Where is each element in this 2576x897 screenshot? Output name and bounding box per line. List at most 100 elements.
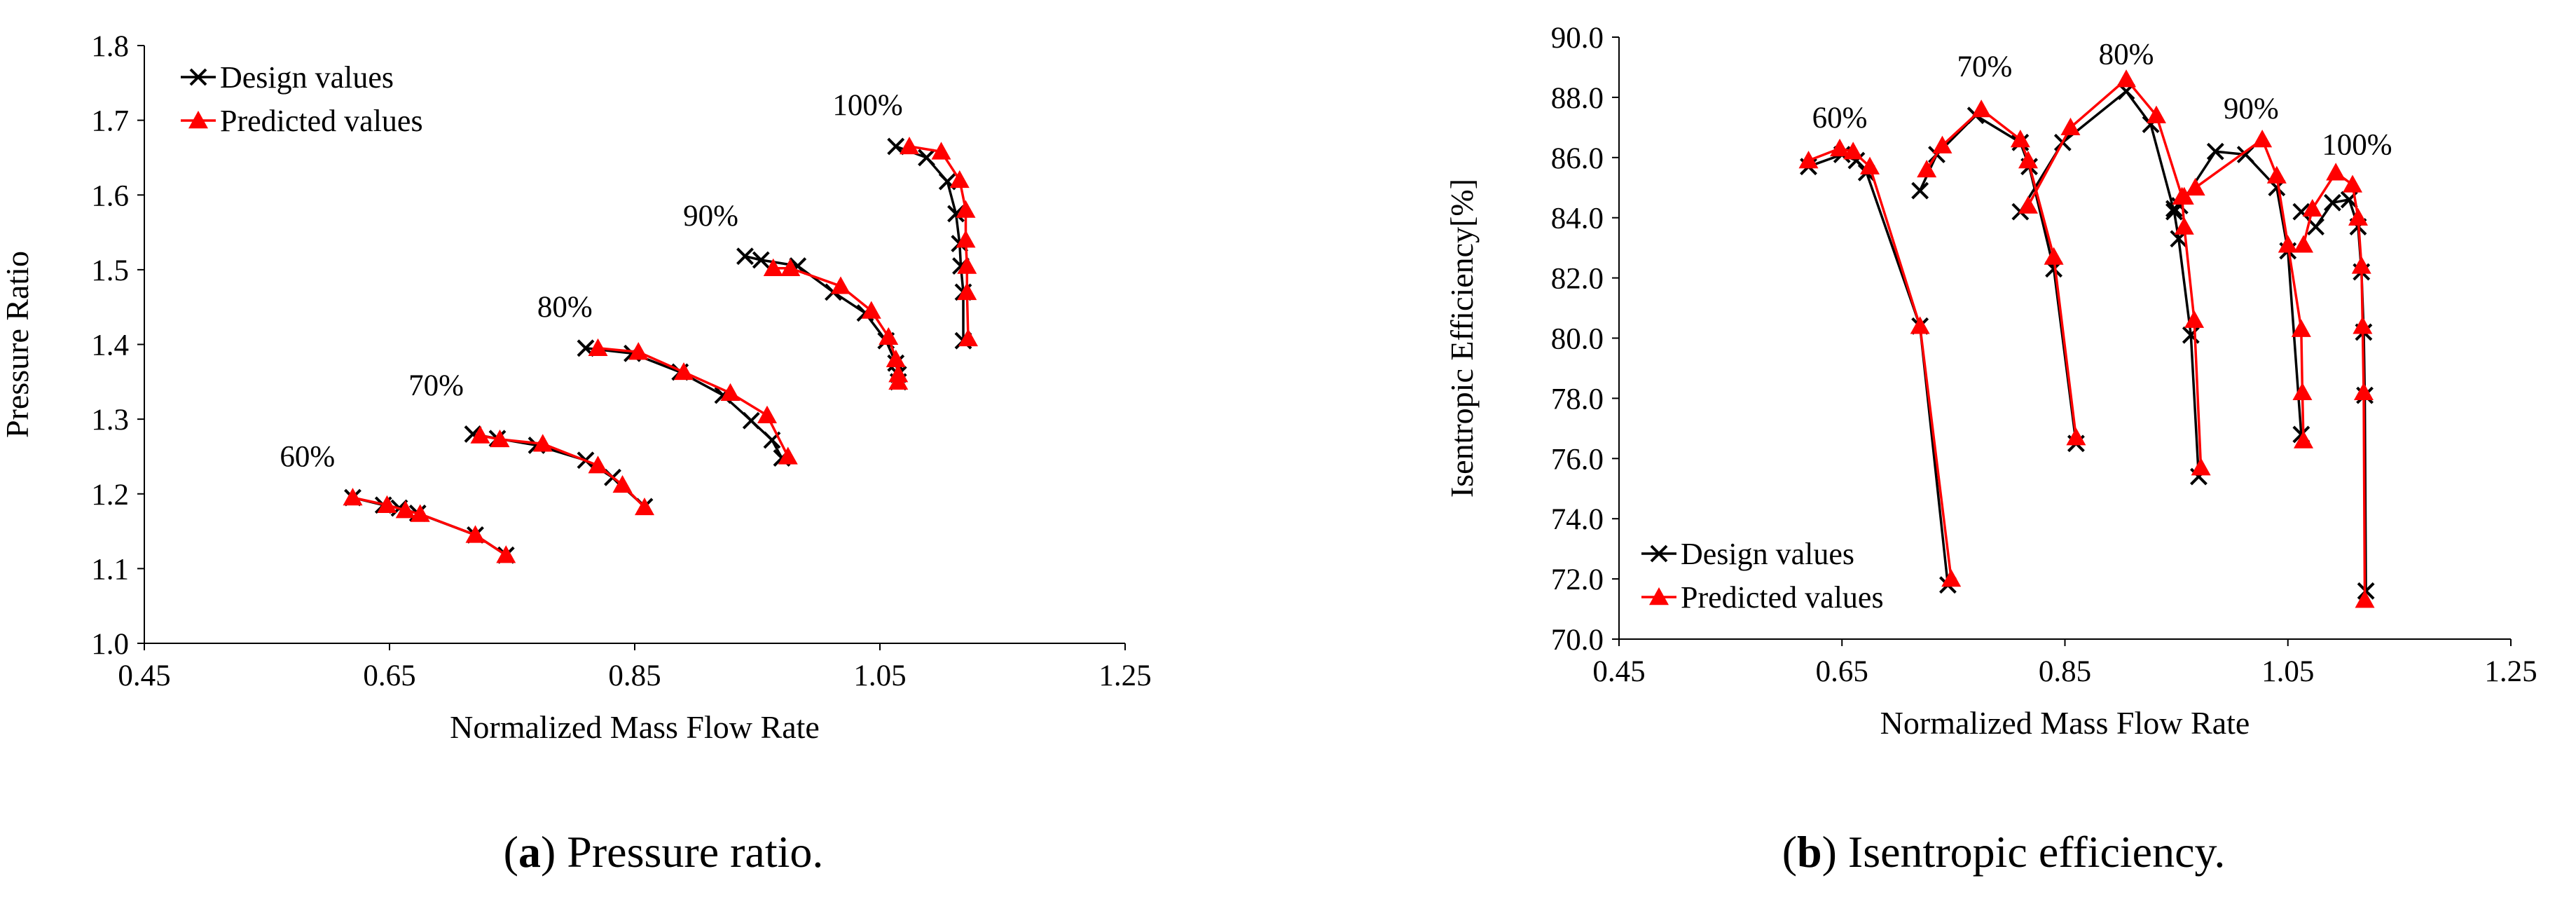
predicted-marker — [956, 200, 976, 218]
predicted-marker — [957, 282, 977, 301]
speed-label: 80% — [537, 291, 593, 324]
predicted-marker — [861, 301, 881, 319]
x-tick-label: 0.65 — [363, 659, 415, 692]
design-marker — [918, 149, 935, 167]
series-line — [2027, 78, 2203, 468]
y-tick-label: 70.0 — [1551, 624, 1604, 657]
legend-predicted-label: Predicted values — [1681, 580, 1884, 615]
x-tick-label: 0.85 — [608, 659, 661, 692]
y-tick-label: 76.0 — [1551, 443, 1604, 476]
predicted-marker — [2066, 427, 2086, 446]
design-marker — [2292, 203, 2310, 221]
predicted-marker — [2278, 235, 2298, 253]
caption-b: (b) Isentropic efficiency. — [1782, 827, 2226, 877]
predicted-marker — [2191, 458, 2211, 476]
predicted-marker — [1860, 156, 1880, 174]
speed-label: 80% — [2099, 39, 2154, 71]
predicted-marker — [343, 488, 363, 506]
legend-design-label: Design values — [220, 60, 394, 95]
design-marker — [752, 251, 770, 269]
pressure-ratio-chart: 0.45 0.65 0.85 1.05 1.25 1.0 1.1 1.2 1.3 1.4 1.5 1.… — [0, 30, 1152, 745]
y-tick-label: 86.0 — [1551, 142, 1604, 175]
x-tick-label: 1.25 — [2484, 655, 2537, 688]
predicted-marker — [2294, 235, 2314, 253]
predicted-marker — [2060, 117, 2081, 136]
y-tick-label: 74.0 — [1551, 503, 1604, 536]
predicted-series — [343, 136, 978, 563]
y-tick-label: 82.0 — [1551, 263, 1604, 296]
y-tick-label: 1.6 — [91, 179, 129, 212]
predicted-marker — [2291, 319, 2311, 337]
design-marker — [189, 68, 207, 86]
y-tick-label: 1.1 — [91, 553, 129, 586]
predicted-marker — [2302, 198, 2322, 217]
series-line — [2302, 171, 2367, 601]
predicted-marker — [628, 342, 649, 360]
predicted-marker — [2355, 590, 2375, 608]
y-tick-label: 88.0 — [1551, 82, 1604, 115]
y-tick-label: 90.0 — [1551, 22, 1604, 55]
predicted-marker — [757, 405, 777, 423]
series-line — [1807, 153, 1950, 585]
x-tick-label: 0.85 — [2039, 655, 2091, 688]
predicted-marker — [780, 258, 801, 276]
predicted-marker — [2266, 165, 2287, 184]
predicted-marker — [831, 276, 850, 294]
speed-label: 90% — [2224, 93, 2279, 125]
legend-design-label: Design values — [1681, 537, 1854, 571]
predicted-marker — [2146, 105, 2166, 123]
predicted-marker — [410, 504, 430, 522]
predicted-marker — [2174, 186, 2194, 205]
predicted-marker — [888, 371, 909, 390]
predicted-marker — [2010, 130, 2030, 148]
design-marker — [2206, 142, 2224, 160]
design-marker — [742, 411, 760, 430]
predicted-marker — [1917, 159, 1937, 178]
y-axis-title: Isentropic Efficiency[%] — [1444, 179, 1480, 498]
series-line — [352, 496, 507, 556]
series-line — [2183, 138, 2305, 441]
predicted-marker — [1910, 316, 1930, 334]
design-marker — [1911, 182, 1929, 200]
speed-label: 90% — [683, 200, 738, 233]
series-line — [1919, 114, 2078, 444]
predicted-marker — [763, 258, 783, 276]
predicted-marker — [1649, 587, 1669, 605]
predicted-series — [1798, 69, 2375, 608]
predicted-marker — [2343, 174, 2363, 193]
predicted-marker — [2294, 430, 2314, 448]
design-marker — [887, 137, 905, 156]
design-marker — [2307, 218, 2324, 235]
y-tick-label: 1.8 — [91, 30, 129, 63]
y-tick-label: 1.3 — [91, 404, 129, 437]
speed-label: 70% — [408, 369, 464, 402]
predicted-marker — [188, 111, 208, 129]
legend-predicted-label: Predicted values — [220, 104, 423, 138]
predicted-marker — [2252, 130, 2273, 148]
speed-label: 70% — [1957, 50, 2013, 83]
y-tick-label: 78.0 — [1551, 383, 1604, 416]
predicted-marker — [958, 328, 978, 347]
predicted-marker — [612, 474, 633, 493]
predicted-marker — [1830, 138, 1850, 157]
predicted-marker — [1971, 100, 1992, 118]
predicted-marker — [470, 425, 490, 444]
x-tick-label: 1.05 — [853, 659, 906, 692]
predicted-marker — [1941, 569, 1962, 587]
x-tick-label: 0.45 — [1592, 655, 1645, 688]
predicted-marker — [2116, 69, 2137, 88]
y-axis-title: Pressure Ratio — [0, 251, 35, 438]
predicted-marker — [2174, 217, 2194, 235]
legend: Design values Predicted values — [181, 60, 423, 138]
y-tick-label: 80.0 — [1551, 323, 1604, 356]
speed-label: 60% — [280, 440, 335, 473]
predicted-marker — [2018, 151, 2038, 169]
y-tick-label: 1.7 — [91, 105, 129, 138]
speed-label: 60% — [1812, 102, 1868, 135]
design-series — [1800, 82, 2375, 600]
predicted-marker — [588, 456, 608, 474]
predicted-marker — [956, 230, 976, 248]
series-line — [2019, 90, 2200, 477]
predicted-marker — [2348, 207, 2368, 226]
